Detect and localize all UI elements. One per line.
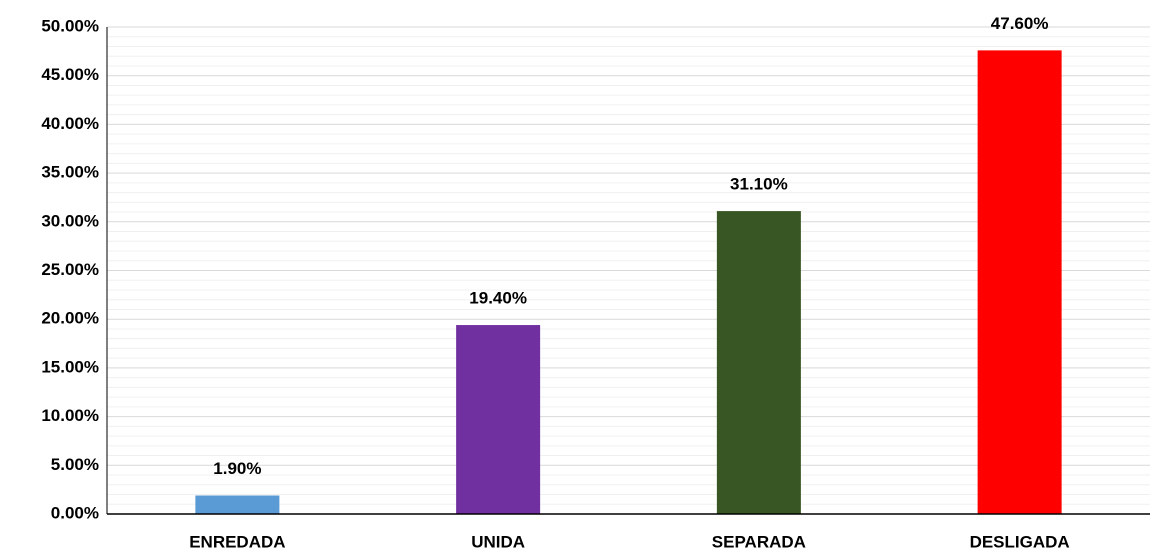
y-tick-label: 35.00% xyxy=(41,163,99,182)
y-tick-label: 40.00% xyxy=(41,114,99,133)
data-label: 19.40% xyxy=(469,289,527,308)
y-tick-label: 15.00% xyxy=(41,357,99,376)
data-label: 1.90% xyxy=(213,459,261,478)
x-tick-label: DESLIGADA xyxy=(970,532,1070,551)
y-tick-label: 25.00% xyxy=(41,260,99,279)
y-tick-label: 30.00% xyxy=(41,211,99,230)
y-tick-label: 45.00% xyxy=(41,65,99,84)
x-tick-label: SEPARADA xyxy=(712,532,806,551)
bar xyxy=(456,325,541,514)
y-tick-label: 10.00% xyxy=(41,406,99,425)
y-tick-label: 0.00% xyxy=(51,503,99,522)
x-tick-label: ENREDADA xyxy=(189,532,285,551)
bar xyxy=(716,211,801,514)
bar xyxy=(977,50,1062,514)
bar xyxy=(195,495,280,514)
data-label: 31.10% xyxy=(730,175,788,194)
y-tick-label: 20.00% xyxy=(41,309,99,328)
data-label: 47.60% xyxy=(991,14,1049,33)
y-tick-label: 5.00% xyxy=(51,455,99,474)
y-tick-label: 50.00% xyxy=(41,16,99,35)
x-tick-label: UNIDA xyxy=(471,532,525,551)
